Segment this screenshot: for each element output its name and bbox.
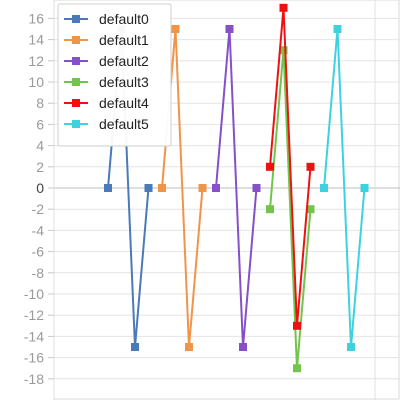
legend-marker: [72, 15, 80, 23]
data-point[interactable]: [225, 25, 234, 33]
legend[interactable]: default0 default1 default2 default3 default4…: [57, 3, 172, 147]
y-tick-label: -12: [24, 307, 44, 323]
series-line: [323, 28, 366, 348]
legend-marker: [72, 36, 80, 44]
y-tick-label: -18: [24, 371, 44, 387]
series-default3: [266, 46, 315, 373]
data-point[interactable]: [104, 184, 112, 192]
y-tick-label: -4: [32, 222, 45, 238]
data-point[interactable]: [347, 343, 355, 351]
y-tick-label: 0: [36, 180, 44, 196]
legend-item-default1[interactable]: default1: [64, 32, 149, 48]
series-line: [269, 49, 312, 370]
legend-item-default4[interactable]: default4: [64, 95, 149, 111]
data-point[interactable]: [360, 184, 369, 192]
y-tick-label: 6: [36, 116, 44, 132]
data-point[interactable]: [239, 343, 247, 351]
legend-label: default5: [99, 116, 149, 132]
data-point[interactable]: [266, 162, 274, 171]
y-tick-label: 2: [36, 159, 44, 175]
y-tick-label: -10: [24, 286, 44, 302]
y-tick-label: -14: [24, 328, 44, 344]
data-point[interactable]: [266, 205, 274, 214]
data-point[interactable]: [212, 184, 220, 192]
data-point[interactable]: [306, 162, 315, 171]
series-line: [215, 28, 258, 348]
y-tick-label: -8: [32, 265, 45, 281]
data-point[interactable]: [306, 205, 315, 214]
series-line: [269, 6, 312, 327]
legend-marker: [72, 120, 80, 128]
data-point[interactable]: [158, 184, 166, 192]
data-point[interactable]: [333, 25, 342, 33]
data-point[interactable]: [131, 343, 139, 351]
legend-marker: [72, 78, 80, 86]
legend-label: default2: [99, 53, 149, 69]
series-default4: [266, 3, 315, 330]
legend-label: default1: [99, 32, 149, 48]
y-tick-label: -2: [32, 201, 45, 217]
y-tick-label: 16: [28, 10, 44, 26]
y-tick-label: 14: [28, 32, 44, 48]
legend-label: default3: [99, 74, 149, 90]
y-tick-label: 4: [36, 138, 44, 154]
data-point[interactable]: [252, 184, 261, 192]
legend-marker: [72, 99, 80, 107]
legend-marker: [72, 57, 80, 65]
data-point[interactable]: [293, 364, 301, 373]
legend-label: default4: [99, 95, 149, 111]
y-tick-label: -6: [32, 244, 45, 260]
data-point[interactable]: [144, 184, 153, 192]
data-point[interactable]: [279, 46, 288, 55]
series-default2: [212, 25, 261, 351]
data-point[interactable]: [279, 3, 288, 12]
data-point[interactable]: [198, 184, 207, 192]
legend-item-default3[interactable]: default3: [64, 74, 149, 90]
y-tick-label: 12: [28, 53, 44, 69]
y-tick-label: 10: [28, 74, 44, 90]
data-point[interactable]: [171, 25, 180, 33]
data-point[interactable]: [320, 184, 328, 192]
legend-item-default0[interactable]: default0: [64, 11, 149, 27]
y-tick-label: 8: [36, 95, 44, 111]
legend-item-default2[interactable]: default2: [64, 53, 149, 69]
data-point[interactable]: [185, 343, 193, 351]
legend-item-default5[interactable]: default5: [64, 116, 149, 132]
y-tick-label: -16: [24, 350, 44, 366]
series-default5: [320, 25, 369, 351]
legend-label: default0: [99, 11, 149, 27]
y-axis: 16 14 12 10 8 6 4 2 0 -2 -4 -6 -8 -10 -12 -14 -16 -18: [24, 10, 54, 387]
data-point[interactable]: [293, 321, 301, 330]
